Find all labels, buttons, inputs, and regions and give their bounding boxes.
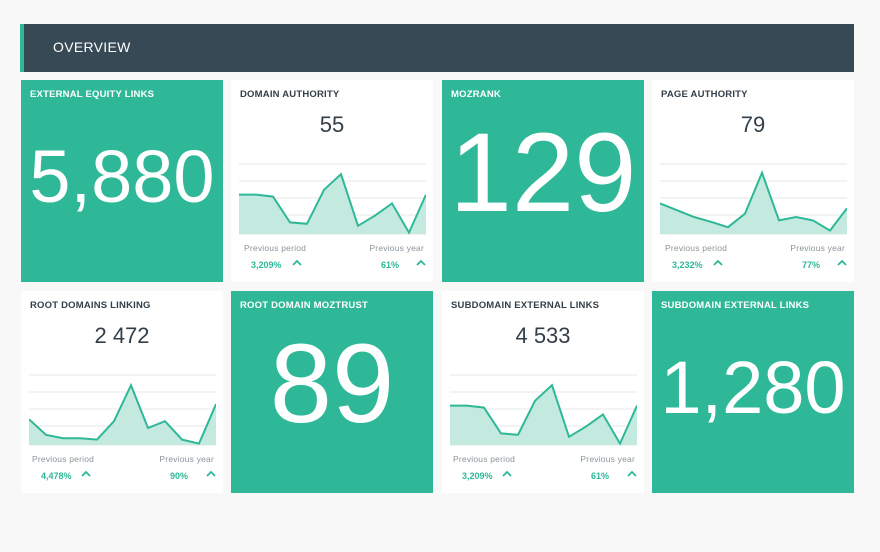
widget-title: DOMAIN AUTHORITY	[240, 89, 340, 100]
arrow-up-icon	[81, 470, 91, 477]
widget-value: 79	[740, 112, 766, 137]
sparkline-area	[450, 385, 637, 445]
sparkline-chart	[239, 163, 426, 235]
previous-year-label: Previous year	[369, 243, 424, 253]
widget-subdomain-external-links-total[interactable]: SUBDOMAIN EXTERNAL LINKS 1,280	[652, 291, 854, 493]
arrow-up-icon	[502, 470, 512, 477]
previous-period-value: 3,209%	[251, 260, 282, 270]
widget-title: PAGE AUTHORITY	[661, 89, 748, 100]
sparkline-line	[239, 172, 426, 235]
sparkline-line	[450, 383, 637, 446]
page-title: OVERVIEW	[53, 39, 131, 55]
previous-period-label: Previous period	[665, 243, 728, 253]
previous-year-value: 77%	[802, 260, 821, 270]
previous-year-label: Previous year	[580, 454, 635, 464]
arrow-up-icon	[416, 259, 426, 266]
previous-year-label: Previous year	[159, 454, 214, 464]
previous-period-value: 3,209%	[462, 471, 493, 481]
widget-external-equity-links[interactable]: EXTERNAL EQUITY LINKS 5,880	[21, 80, 223, 282]
widget-page-authority[interactable]: PAGE AUTHORITY 79 Previous period Previo…	[652, 80, 854, 282]
arrow-up-icon	[837, 259, 847, 266]
sparkline-area	[29, 385, 216, 445]
previous-period-value: 3,232%	[672, 260, 703, 270]
widget-title: SUBDOMAIN EXTERNAL LINKS	[661, 300, 810, 311]
widget-title: MOZRANK	[451, 89, 501, 100]
widget-subdomain-external-links[interactable]: SUBDOMAIN EXTERNAL LINKS 4 533 Previous …	[442, 291, 644, 493]
sparkline-line	[660, 170, 847, 232]
widget-value: 129	[449, 110, 637, 235]
widget-root-domain-moztrust[interactable]: ROOT DOMAIN MOZTRUST 89	[231, 291, 433, 493]
previous-year-value: 90%	[170, 471, 189, 481]
sparkline-chart	[660, 163, 847, 235]
widget-value: 55	[319, 112, 345, 137]
previous-period-label: Previous period	[244, 243, 307, 253]
previous-period-label: Previous period	[32, 454, 95, 464]
previous-year-value: 61%	[591, 471, 610, 481]
arrow-up-icon	[206, 470, 216, 477]
sparkline-area	[239, 174, 426, 234]
widget-mozrank[interactable]: MOZRANK 129	[442, 80, 644, 282]
widget-title: EXTERNAL EQUITY LINKS	[30, 89, 155, 100]
previous-year-value: 61%	[381, 260, 400, 270]
arrow-up-icon	[627, 470, 637, 477]
widget-value: 5,880	[29, 135, 215, 218]
widget-value: 89	[269, 321, 395, 446]
previous-period-label: Previous period	[453, 454, 516, 464]
arrow-up-icon	[713, 259, 723, 266]
widget-value: 4 533	[515, 323, 571, 348]
widget-title: ROOT DOMAIN MOZTRUST	[240, 300, 369, 311]
sparkline-chart	[29, 374, 216, 446]
widget-title: ROOT DOMAINS LINKING	[30, 300, 151, 311]
widget-root-domains-linking[interactable]: ROOT DOMAINS LINKING 2 472 Previous peri…	[21, 291, 223, 493]
widget-domain-authority[interactable]: DOMAIN AUTHORITY 55 Previous period Prev…	[231, 80, 433, 282]
widget-value: 1,280	[660, 346, 846, 429]
sparkline-line	[29, 382, 216, 445]
widget-title: SUBDOMAIN EXTERNAL LINKS	[451, 300, 600, 311]
previous-year-label: Previous year	[790, 243, 845, 253]
previous-period-value: 4,478%	[41, 471, 72, 481]
arrow-up-icon	[292, 259, 302, 266]
sparkline-chart	[450, 374, 637, 446]
overview-header: OVERVIEW	[20, 24, 854, 72]
widget-value: 2 472	[94, 323, 150, 348]
